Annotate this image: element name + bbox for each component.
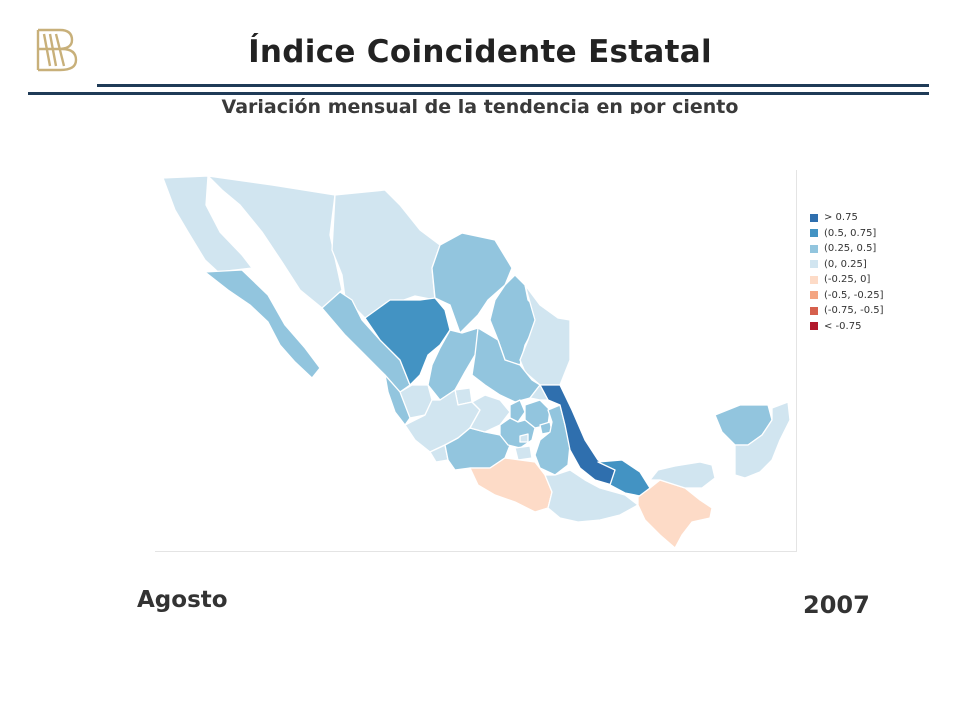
legend-label: (-0.75, -0.5] xyxy=(824,305,884,317)
region-baja-california-sur xyxy=(204,269,321,379)
region-queretaro xyxy=(509,399,526,423)
region-sinaloa-south xyxy=(384,374,411,426)
month-label: Agosto xyxy=(137,587,228,613)
region-coahuila xyxy=(431,232,513,334)
region-tamaulipas-south xyxy=(529,384,549,401)
region-durango xyxy=(364,297,451,386)
year-label: 2007 xyxy=(803,591,870,619)
region-campeche xyxy=(649,461,716,489)
legend-item: < -0.75 xyxy=(810,319,884,335)
legend-label: > 0.75 xyxy=(824,212,858,224)
legend-label: (0.25, 0.5] xyxy=(824,243,877,255)
legend-label: (0.5, 0.75] xyxy=(824,227,877,239)
region-chiapas xyxy=(637,479,713,549)
legend-swatch xyxy=(810,260,818,269)
region-baja-california xyxy=(162,175,253,273)
legend-item: (0.5, 0.75] xyxy=(810,226,884,242)
region-chihuahua xyxy=(331,189,441,319)
title-rule-lower xyxy=(28,92,929,95)
legend-item: (-0.5, -0.25] xyxy=(810,288,884,304)
legend-swatch xyxy=(810,291,818,300)
title-rule-upper xyxy=(97,84,929,87)
legend-swatch xyxy=(810,275,818,284)
legend-label: (-0.25, 0] xyxy=(824,274,871,286)
page-title: Índice Coincidente Estatal xyxy=(248,34,712,70)
legend-swatch xyxy=(810,306,818,315)
mexico-state-map xyxy=(162,175,791,549)
map-frame xyxy=(155,170,797,552)
legend-item: (0, 0.25] xyxy=(810,257,884,273)
legend-swatch xyxy=(810,229,818,238)
page-subtitle: Variación mensual de la tendencia en por… xyxy=(221,96,739,114)
bank-monogram-logo xyxy=(36,28,78,72)
legend-item: (0.25, 0.5] xyxy=(810,241,884,257)
map-legend: > 0.75 (0.5, 0.75] (0.25, 0.5] (0, 0.25] (-0… xyxy=(810,210,884,334)
region-michoacan xyxy=(444,427,513,471)
region-morelos xyxy=(514,445,533,461)
region-veracruz xyxy=(539,384,616,486)
legend-item: (-0.25, 0] xyxy=(810,272,884,288)
legend-item: > 0.75 xyxy=(810,210,884,226)
region-oaxaca xyxy=(544,469,639,523)
legend-label: (0, 0.25] xyxy=(824,258,867,270)
legend-label: (-0.5, -0.25] xyxy=(824,289,884,301)
legend-label: < -0.75 xyxy=(824,320,862,332)
region-zacatecas xyxy=(427,327,491,401)
legend-item: (-0.75, -0.5] xyxy=(810,303,884,319)
region-distrito-federal xyxy=(519,433,529,443)
region-quintana-roo xyxy=(734,401,791,479)
legend-swatch xyxy=(810,244,818,253)
legend-swatch xyxy=(810,213,818,222)
legend-swatch xyxy=(810,322,818,331)
